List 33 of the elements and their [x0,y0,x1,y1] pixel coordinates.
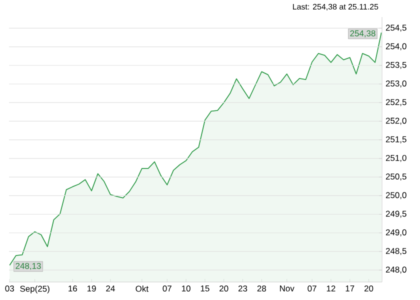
data-label: 248,13 [16,262,41,270]
y-tick-label: 248,0 [386,266,406,274]
y-tick-label: 249,5 [386,210,406,218]
y-tick-label: 251,0 [386,154,406,162]
x-tick-label: Okt [136,286,148,292]
x-tick-label: Nov [280,286,294,292]
x-tick-label: 17 [346,286,354,292]
x-tick-label: 20 [220,286,228,292]
x-tick-label: 20 [364,286,374,292]
y-tick-label: 254,0 [386,43,406,50]
x-tick-label: Sep(25) [20,286,50,294]
x-tick-label: 28 [257,286,266,292]
data-label: 254,38 [350,30,376,38]
x-tick-label: 23 [238,286,248,292]
y-tick-label: 248,5 [386,248,406,255]
x-tick-label: 07 [162,286,172,292]
y-tick-label: 250,5 [386,174,406,181]
y-tick-label: 252,0 [386,118,406,125]
x-tick-label: 16 [68,286,77,292]
x-tick-label: 03 [5,286,14,292]
x-tick-label: 07 [308,286,316,292]
y-tick-label: 254,5 [386,24,406,32]
y-tick-label: 253,5 [386,62,406,69]
x-tick-label: 12 [326,286,336,292]
x-tick-label: 15 [200,286,210,292]
x-tick-label: 24 [106,286,115,292]
y-tick-label: 253,0 [386,80,406,88]
y-tick-label: 249,0 [386,229,406,236]
x-tick-label: 10 [182,286,190,292]
y-tick-label: 250,0 [386,192,406,200]
y-tick-label: 251,5 [386,136,406,144]
y-tick-label: 252,5 [386,99,406,106]
x-tick-label: 19 [87,286,96,292]
